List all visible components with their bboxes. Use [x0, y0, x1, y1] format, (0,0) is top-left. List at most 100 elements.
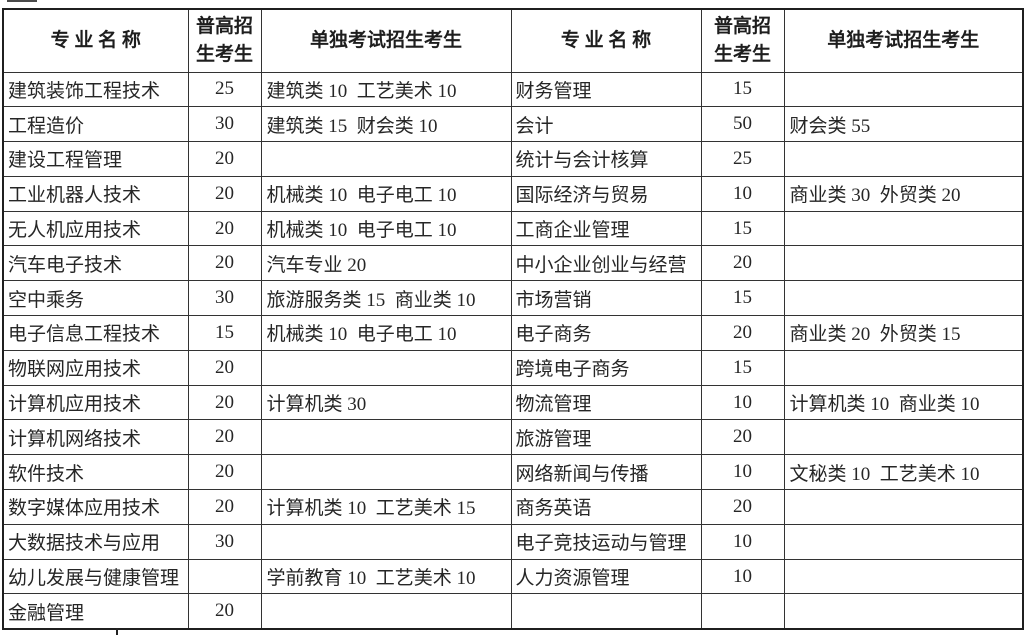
major-cell-left: 幼儿发展与健康管理: [2, 558, 189, 595]
table-row: 大数据技术与应用 30 电子竞技运动与管理 10: [2, 523, 1024, 560]
separate-exam-cell-left: 汽车专业 20: [260, 245, 512, 282]
major-cell-right: 物流管理: [510, 384, 702, 421]
admission-table: 专 业 名 称 普高招 生考生 单独考试招生考生 专 业 名 称 普高招 生考生…: [2, 8, 1024, 630]
page-artifact-top-tick: [7, 0, 37, 2]
separate-exam-cell-right: [783, 593, 1024, 630]
separate-exam-cell-left: [260, 454, 512, 491]
regular-count-cell-left: 20: [187, 593, 262, 630]
table-row: 汽车电子技术 20 汽车专业 20 中小企业创业与经营 20: [2, 245, 1024, 282]
separate-exam-cell-left: [260, 141, 512, 177]
major-cell-right: 旅游管理: [510, 419, 702, 456]
separate-exam-cell-left: 计算机类 10 工艺美术 15: [260, 489, 512, 525]
header-regular-right: 普高招 生考生: [700, 8, 785, 73]
major-cell-right: 网络新闻与传播: [510, 454, 702, 491]
regular-count-cell-left: 20: [187, 141, 262, 177]
regular-count-cell-right: 20: [700, 315, 785, 351]
header-regular-left: 普高招 生考生: [187, 8, 262, 73]
separate-exam-cell-left: [260, 419, 512, 456]
major-cell-right: 电子商务: [510, 315, 702, 351]
major-cell-left: 数字媒体应用技术: [2, 489, 189, 525]
regular-count-cell-left: 20: [187, 489, 262, 525]
major-cell-left: 建设工程管理: [2, 141, 189, 177]
separate-exam-cell-left: 机械类 10 电子电工 10: [260, 210, 512, 247]
table-row: 工程造价 30 建筑类 15 财会类 10 会计 50 财会类 55: [2, 106, 1024, 143]
separate-exam-cell-right: [783, 71, 1024, 108]
separate-exam-cell-right: [783, 489, 1024, 525]
separate-exam-cell-right: 财会类 55: [783, 106, 1024, 143]
major-cell-right: 跨境电子商务: [510, 349, 702, 386]
regular-count-cell-right: 15: [700, 210, 785, 247]
regular-count-cell-right: 15: [700, 349, 785, 386]
regular-count-cell-right: 20: [700, 419, 785, 456]
major-cell-right: 财务管理: [510, 71, 702, 108]
separate-exam-cell-left: 机械类 10 电子电工 10: [260, 175, 512, 212]
separate-exam-cell-right: 商业类 30 外贸类 20: [783, 175, 1024, 212]
regular-count-cell-left: [187, 558, 262, 595]
header-separate-left: 单独考试招生考生: [260, 8, 512, 73]
regular-count-cell-left: 20: [187, 419, 262, 456]
separate-exam-cell-right: [783, 349, 1024, 386]
major-cell-right: 统计与会计核算: [510, 141, 702, 177]
major-cell-left: 物联网应用技术: [2, 349, 189, 386]
table-row: 电子信息工程技术 15 机械类 10 电子电工 10 电子商务 20 商业类 2…: [2, 315, 1024, 351]
table-row: 数字媒体应用技术 20 计算机类 10 工艺美术 15 商务英语 20: [2, 489, 1024, 525]
major-cell-right: 国际经济与贸易: [510, 175, 702, 212]
major-cell-right: 工商企业管理: [510, 210, 702, 247]
regular-count-cell-left: 15: [187, 315, 262, 351]
major-cell-left: 汽车电子技术: [2, 245, 189, 282]
major-cell-left: 空中乘务: [2, 280, 189, 317]
table-row: 物联网应用技术 20 跨境电子商务 15: [2, 349, 1024, 386]
regular-count-cell-right: 10: [700, 175, 785, 212]
separate-exam-cell-left: [260, 349, 512, 386]
regular-count-cell-right: [700, 593, 785, 630]
separate-exam-cell-right: [783, 245, 1024, 282]
header-major-left: 专 业 名 称: [2, 8, 189, 73]
major-cell-left: 金融管理: [2, 593, 189, 630]
separate-exam-cell-right: 商业类 20 外贸类 15: [783, 315, 1024, 351]
separate-exam-cell-right: [783, 210, 1024, 247]
separate-exam-cell-left: [260, 593, 512, 630]
regular-count-cell-left: 30: [187, 280, 262, 317]
separate-exam-cell-right: 计算机类 10 商业类 10: [783, 384, 1024, 421]
major-cell-left: 工业机器人技术: [2, 175, 189, 212]
separate-exam-cell-right: [783, 141, 1024, 177]
table-row: 软件技术 20 网络新闻与传播 10 文秘类 10 工艺美术 10: [2, 454, 1024, 491]
regular-count-cell-left: 20: [187, 210, 262, 247]
header-major-right: 专 业 名 称: [510, 8, 702, 73]
major-cell-left: 软件技术: [2, 454, 189, 491]
major-cell-left: 大数据技术与应用: [2, 523, 189, 560]
major-cell-right: 商务英语: [510, 489, 702, 525]
regular-count-cell-left: 20: [187, 454, 262, 491]
separate-exam-cell-left: 建筑类 10 工艺美术 10: [260, 71, 512, 108]
table-row: 建筑装饰工程技术 25 建筑类 10 工艺美术 10 财务管理 15: [2, 71, 1024, 108]
table-row: 幼儿发展与健康管理 学前教育 10 工艺美术 10 人力资源管理 10: [2, 558, 1024, 595]
major-cell-right: 市场营销: [510, 280, 702, 317]
regular-count-cell-right: 50: [700, 106, 785, 143]
regular-count-cell-left: 20: [187, 384, 262, 421]
major-cell-right: 电子竞技运动与管理: [510, 523, 702, 560]
separate-exam-cell-right: [783, 280, 1024, 317]
regular-count-cell-right: 15: [700, 280, 785, 317]
major-cell-left: 计算机网络技术: [2, 419, 189, 456]
table-body: 建筑装饰工程技术 25 建筑类 10 工艺美术 10 财务管理 15 工程造价 …: [2, 71, 1024, 630]
regular-count-cell-right: 10: [700, 384, 785, 421]
table-row: 计算机网络技术 20 旅游管理 20: [2, 419, 1024, 456]
page-artifact-bottom-tick: [116, 628, 118, 635]
header-separate-right: 单独考试招生考生: [783, 8, 1024, 73]
separate-exam-cell-left: 建筑类 15 财会类 10: [260, 106, 512, 143]
separate-exam-cell-left: 旅游服务类 15 商业类 10: [260, 280, 512, 317]
major-cell-right: 会计: [510, 106, 702, 143]
table-header-row: 专 业 名 称 普高招 生考生 单独考试招生考生 专 业 名 称 普高招 生考生…: [2, 8, 1024, 73]
separate-exam-cell-right: 文秘类 10 工艺美术 10: [783, 454, 1024, 491]
major-cell-left: 电子信息工程技术: [2, 315, 189, 351]
separate-exam-cell-left: [260, 523, 512, 560]
table-row: 工业机器人技术 20 机械类 10 电子电工 10 国际经济与贸易 10 商业类…: [2, 175, 1024, 212]
table-row: 无人机应用技术 20 机械类 10 电子电工 10 工商企业管理 15: [2, 210, 1024, 247]
table-row: 计算机应用技术 20 计算机类 30 物流管理 10 计算机类 10 商业类 1…: [2, 384, 1024, 421]
separate-exam-cell-right: [783, 523, 1024, 560]
regular-count-cell-right: 10: [700, 454, 785, 491]
separate-exam-cell-left: 计算机类 30: [260, 384, 512, 421]
regular-count-cell-left: 20: [187, 245, 262, 282]
regular-count-cell-left: 25: [187, 71, 262, 108]
